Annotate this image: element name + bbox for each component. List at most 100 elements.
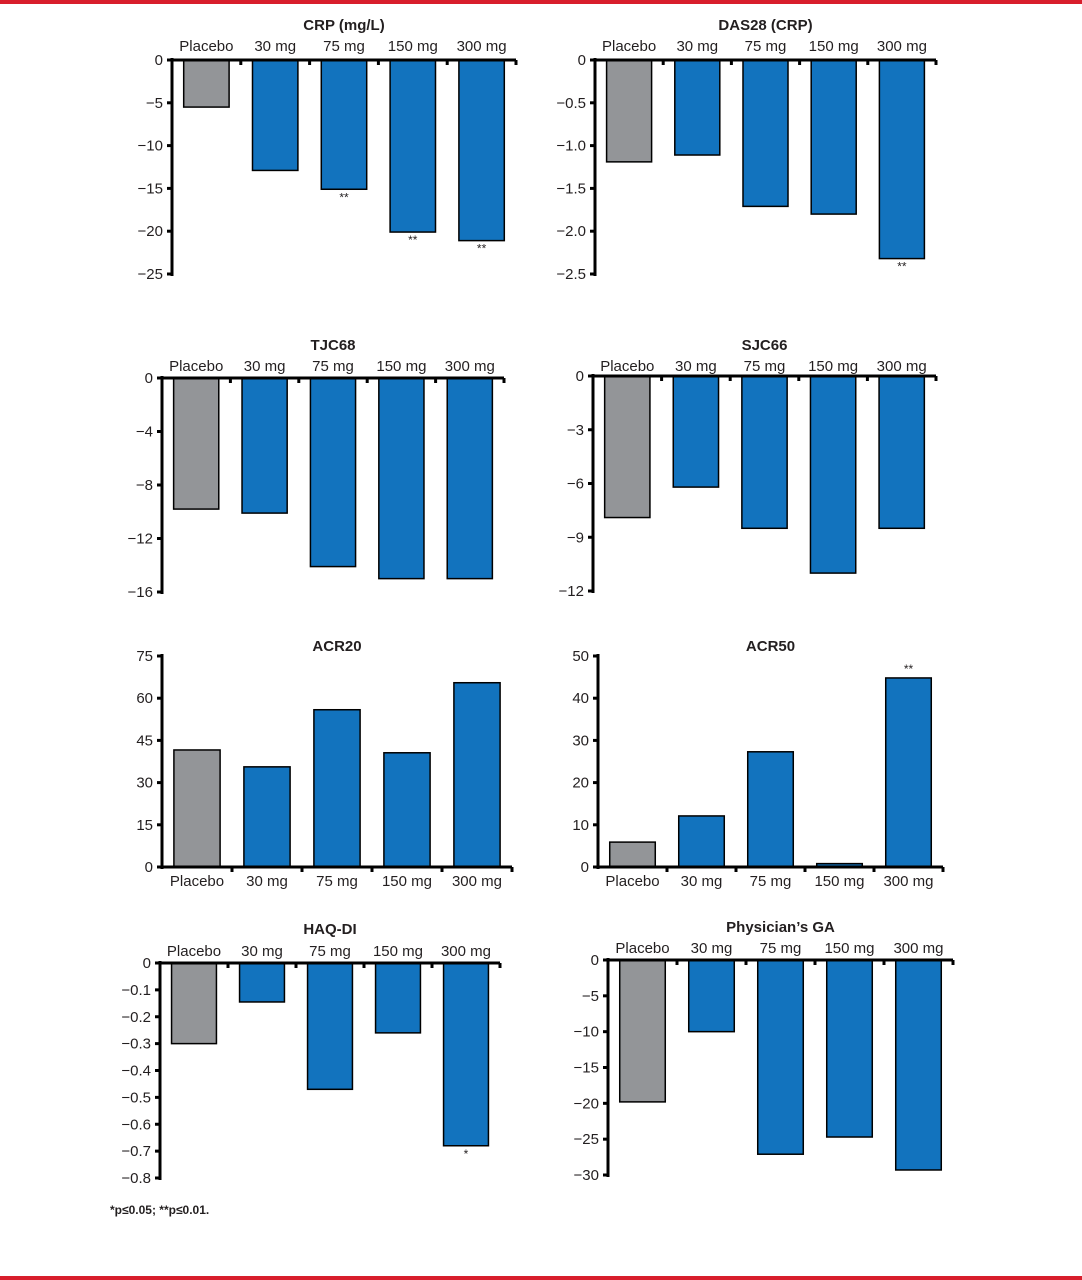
bar-active — [458, 59, 506, 242]
chart-title: DAS28 (CRP) — [718, 17, 812, 34]
y-tick-label: −30 — [574, 1167, 599, 1184]
category-label: Placebo — [600, 358, 654, 375]
category-label: Placebo — [605, 873, 659, 890]
bar-active — [320, 59, 368, 191]
bar-active — [238, 962, 286, 1003]
category-label: 300 mg — [877, 358, 927, 375]
y-tick-label: −5 — [582, 988, 599, 1005]
y-tick-label: 45 — [136, 732, 153, 749]
category-label: Placebo — [167, 943, 221, 960]
y-tick-label: −10 — [138, 138, 163, 155]
bar-placebo — [603, 375, 651, 519]
y-tick-label: 30 — [136, 775, 153, 792]
top-accent-rule — [0, 0, 1082, 4]
bar-placebo — [182, 59, 230, 108]
y-tick-label: −6 — [567, 476, 584, 493]
significance-marker: * — [464, 1147, 469, 1161]
bar-active — [241, 377, 288, 514]
bar-active — [677, 815, 726, 868]
y-tick-label: 0 — [145, 859, 153, 876]
category-label: 75 mg — [323, 38, 365, 55]
y-tick-label: −20 — [574, 1095, 599, 1112]
bar-active — [672, 375, 720, 488]
category-label: 30 mg — [681, 873, 723, 890]
bottom-accent-rule — [0, 1276, 1082, 1280]
category-label: Placebo — [170, 873, 224, 890]
bar-active — [313, 708, 361, 868]
category-label: Placebo — [169, 358, 223, 375]
y-tick-label: −8 — [136, 477, 153, 494]
y-tick-label: −15 — [138, 180, 163, 197]
category-label: 75 mg — [316, 873, 358, 890]
chart-title: TJC68 — [310, 337, 355, 354]
y-tick-label: −0.3 — [121, 1036, 151, 1053]
category-label: 300 mg — [457, 38, 507, 55]
chart-title: CRP (mg/L) — [303, 17, 384, 34]
bar-active — [446, 377, 494, 580]
y-tick-label: −25 — [574, 1131, 599, 1148]
significance-marker: ** — [477, 242, 487, 256]
bar-placebo — [172, 377, 220, 510]
category-label: 30 mg — [254, 38, 296, 55]
bar-active — [741, 375, 788, 530]
bar-placebo — [173, 749, 221, 868]
category-label: Placebo — [615, 940, 669, 957]
category-label: 150 mg — [824, 940, 874, 957]
significance-marker: ** — [408, 233, 418, 247]
category-label: 300 mg — [893, 940, 943, 957]
category-label: 150 mg — [373, 943, 423, 960]
bar-active — [687, 959, 736, 1033]
category-label: 150 mg — [814, 873, 864, 890]
y-tick-label: 15 — [136, 817, 153, 834]
y-tick-label: −0.1 — [121, 982, 151, 999]
chart-title: Physician’s GA — [726, 919, 835, 936]
y-tick-label: 30 — [572, 732, 589, 749]
category-label: 300 mg — [877, 38, 927, 55]
y-tick-label: −0.6 — [121, 1116, 151, 1133]
significance-marker: ** — [904, 662, 914, 676]
bar-placebo — [618, 959, 667, 1103]
category-label: 30 mg — [241, 943, 283, 960]
y-tick-label: −5 — [146, 95, 163, 112]
category-label: 30 mg — [244, 358, 286, 375]
category-label: 75 mg — [744, 358, 786, 375]
y-tick-label: 60 — [136, 690, 153, 707]
category-label: Placebo — [602, 38, 656, 55]
bar-placebo — [608, 841, 657, 868]
y-tick-label: 0 — [155, 52, 163, 69]
y-tick-label: 0 — [581, 859, 589, 876]
category-label: 150 mg — [809, 38, 859, 55]
category-label: 30 mg — [676, 38, 718, 55]
chart-title: HAQ-DI — [303, 921, 356, 938]
y-tick-label: −0.2 — [121, 1009, 151, 1026]
y-tick-label: −15 — [574, 1060, 599, 1077]
chart-title: ACR20 — [312, 638, 361, 655]
y-tick-label: −0.7 — [121, 1143, 151, 1160]
bar-active — [306, 962, 354, 1091]
category-label: 300 mg — [445, 358, 495, 375]
bar-active — [389, 59, 437, 233]
y-tick-label: 75 — [136, 648, 153, 665]
y-tick-label: −1.5 — [556, 180, 586, 197]
chart-title: SJC66 — [742, 337, 788, 354]
bar-active — [383, 752, 431, 868]
category-label: 150 mg — [376, 358, 426, 375]
category-label: 300 mg — [441, 943, 491, 960]
bar-active — [746, 751, 795, 868]
category-label: 150 mg — [388, 38, 438, 55]
category-label: 75 mg — [309, 943, 351, 960]
bar-active — [884, 677, 933, 868]
significance-marker: ** — [339, 190, 349, 204]
y-tick-label: 10 — [572, 817, 589, 834]
y-tick-label: 0 — [578, 52, 586, 69]
category-label: 300 mg — [883, 873, 933, 890]
chart-title: ACR50 — [746, 638, 795, 655]
bar-active — [251, 59, 299, 172]
category-label: 30 mg — [691, 940, 733, 957]
y-tick-label: −4 — [136, 424, 153, 441]
category-label: 30 mg — [246, 873, 288, 890]
category-label: 150 mg — [808, 358, 858, 375]
category-label: 75 mg — [312, 358, 354, 375]
bar-active — [442, 962, 490, 1147]
